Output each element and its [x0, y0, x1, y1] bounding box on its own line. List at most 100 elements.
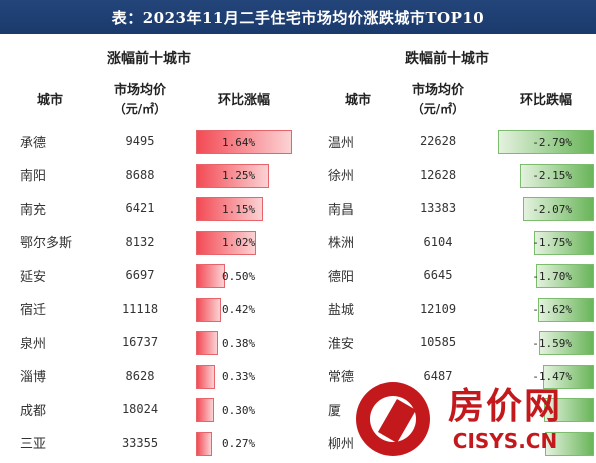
rise-table-row: 成都 18024 0.30%	[0, 393, 298, 425]
fall-change-bar	[533, 230, 594, 255]
rise-change-cell: 0.33%	[196, 364, 292, 389]
fall-table-row: 淮安 10585 -1.59%	[298, 326, 596, 358]
rise-change-cell: 0.38%	[196, 331, 292, 355]
rise-city-cell: 南阳	[20, 169, 47, 184]
rise-change-cell: 0.50%	[196, 264, 292, 288]
rise-change-bar	[196, 264, 226, 288]
rise-table-row: 延安 6697 0.50%	[0, 259, 298, 291]
rise-city-cell: 承德	[20, 135, 47, 151]
rise-price-cell: 18024	[121, 402, 159, 416]
fall-change-bar	[498, 130, 594, 154]
fall-price-cell: 6645	[423, 268, 453, 282]
rise-header-city: 城市	[36, 93, 63, 108]
rise-change-bar	[196, 431, 212, 456]
fall-price-cell: 12109	[419, 301, 457, 316]
fall-table-row: 南昌 13383 -2.07%	[298, 192, 596, 224]
fall-change-value: -1.47%	[532, 370, 572, 383]
rise-change-cell: 0.30%	[196, 398, 292, 422]
fall-panel: 跌幅前十城市 城市 市场均价 （元/㎡） 环比跌幅 温州 22628 -2.79% 徐…	[298, 34, 596, 463]
fall-change-bar	[535, 264, 594, 288]
rise-change-value: 1.02%	[222, 236, 256, 249]
rise-price-cell: 33355	[121, 435, 159, 450]
fall-change-cell: -1.75%	[498, 230, 594, 255]
rise-city-cell: 南充	[20, 202, 47, 218]
fall-price-cell: 10585	[419, 335, 457, 349]
fall-change-cell: -1.62%	[498, 297, 594, 322]
rise-table-row: 南阳 8688 1.25%	[0, 159, 298, 191]
rise-change-value: 0.30%	[222, 403, 256, 417]
fall-change-value: -2.79%	[532, 135, 572, 149]
rise-city-cell: 成都	[20, 403, 47, 419]
fall-change-bar	[520, 163, 594, 188]
fall-price-cell: 6104	[423, 234, 453, 249]
fall-price-cell: 6487	[423, 368, 453, 383]
fall-table-row: 盐城 12109 -1.62%	[298, 293, 596, 325]
fall-city-cell: 德阳	[328, 269, 355, 285]
rise-price-cell: 6697	[125, 268, 155, 282]
logo-brand: 房价网	[447, 386, 562, 427]
fall-city-cell: 常德	[328, 370, 355, 385]
rise-change-cell: 1.02%	[196, 230, 292, 255]
rise-change-value: 0.27%	[222, 437, 256, 450]
rise-price-cell: 11118	[121, 301, 159, 316]
rise-city-cell: 鄂尔多斯	[20, 236, 73, 251]
rise-table-row: 宿迁 11118 0.42%	[0, 293, 298, 325]
rise-price-cell: 8688	[125, 167, 155, 182]
fall-change-bar	[544, 431, 594, 456]
rise-header-price-unit: （元/㎡）	[113, 102, 167, 116]
rise-price-cell: 16737	[121, 335, 159, 349]
rise-city-cell: 淄博	[20, 370, 47, 385]
rise-change-value: 0.50%	[222, 269, 256, 283]
rise-change-bar	[196, 197, 264, 221]
fall-city-cell: 南昌	[328, 202, 355, 218]
fall-change-bar	[538, 297, 594, 322]
rise-price-cell: 9495	[125, 134, 155, 148]
fall-change-value: -1.75%	[532, 236, 572, 249]
fall-change-value: -1.62%	[532, 303, 572, 316]
logo-url: CISYS.CN	[452, 429, 558, 453]
fall-change-cell	[498, 431, 594, 456]
fall-table-row: 株洲 6104 -1.75%	[298, 226, 596, 258]
fall-change-value: -2.15%	[532, 169, 572, 182]
fall-city-cell: 温州	[328, 135, 355, 151]
watermark-logo: 房价网 CISYS.CN	[348, 380, 590, 460]
fall-table-row: 常德 6487 -1.47%	[298, 360, 596, 392]
fall-change-cell: -2.79%	[498, 130, 594, 154]
fall-price-cell: 13383	[419, 201, 457, 215]
rise-change-bar	[196, 163, 270, 188]
fall-change-value: -1.59%	[532, 336, 572, 350]
fall-change-value: -1.70%	[532, 269, 572, 283]
rise-change-bar	[196, 364, 216, 389]
fall-change-bar	[539, 331, 594, 355]
rise-change-bar	[196, 230, 256, 255]
rise-section-title: 涨幅前十城市	[107, 51, 191, 67]
rise-table-row: 鄂尔多斯 8132 1.02%	[0, 226, 298, 258]
rise-header-change: 环比涨幅	[217, 93, 270, 108]
fall-table-row: 厦	[298, 393, 596, 425]
rise-change-value: 0.42%	[222, 303, 256, 316]
rise-change-cell: 0.27%	[196, 431, 292, 456]
rise-city-cell: 宿迁	[20, 303, 47, 318]
rise-table-row: 三亚 33355 0.27%	[0, 427, 298, 459]
fall-change-bar	[543, 364, 594, 389]
fall-header-city: 城市	[344, 93, 371, 108]
rise-header-price: 市场均价 （元/㎡）	[100, 82, 180, 118]
fall-change-cell: -1.70%	[498, 264, 594, 288]
fall-header-change: 环比跌幅	[519, 93, 572, 108]
fall-price-cell: 12628	[419, 167, 457, 182]
fall-change-cell: -2.15%	[498, 163, 594, 188]
rise-table-row: 承德 9495 1.64%	[0, 125, 298, 157]
rise-table-row: 南充 6421 1.15%	[0, 192, 298, 224]
rise-change-bar	[196, 297, 221, 322]
rise-price-cell: 8132	[125, 234, 155, 249]
rise-change-bar	[196, 130, 292, 154]
rise-change-cell: 1.25%	[196, 163, 292, 188]
rise-change-cell: 0.42%	[196, 297, 292, 322]
rise-change-value: 0.38%	[222, 336, 256, 350]
rise-panel: 涨幅前十城市 城市 市场均价 （元/㎡） 环比涨幅 承德 9495 1.64% 南阳 8…	[0, 34, 298, 463]
rise-price-cell: 8628	[125, 368, 155, 383]
rise-change-bar	[196, 331, 219, 355]
fall-change-bar	[522, 197, 594, 221]
rise-change-cell: 1.64%	[196, 130, 292, 154]
rise-change-value: 1.15%	[222, 202, 256, 216]
